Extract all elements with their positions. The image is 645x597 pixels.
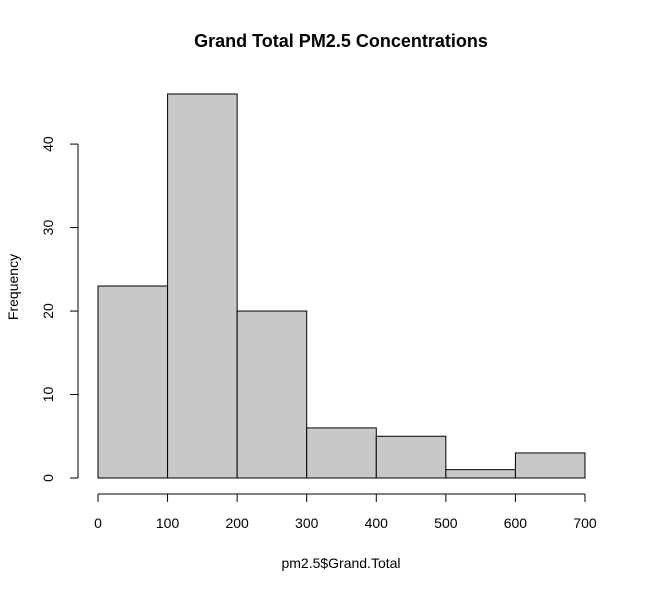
y-tick-label: 10 [40,387,56,403]
y-tick-label: 40 [40,136,56,152]
x-tick-label: 400 [365,515,389,531]
histogram-bar [167,93,238,479]
histogram-bar [445,469,516,479]
x-tick-label: 700 [573,515,597,531]
x-axis-label: pm2.5$Grand.Total [281,555,400,571]
x-tick-label: 500 [434,515,458,531]
y-tick-label: 30 [40,220,56,236]
x-axis: 0 100 200 300 400 500 600 700 [94,493,597,531]
histogram-bar [306,427,377,479]
histogram-bar [375,435,447,479]
histogram-bar [514,452,586,479]
chart-title: Grand Total PM2.5 Concentrations [194,31,488,51]
x-tick-label: 0 [94,515,102,531]
y-axis: 0 10 20 30 40 [40,136,79,482]
x-tick-label: 300 [295,515,319,531]
bars-group [97,93,586,479]
x-tick-label: 200 [225,515,249,531]
histogram-bar [97,285,169,479]
y-tick-label: 20 [40,303,56,319]
y-axis-label: Frequency [5,254,21,320]
y-tick-label: 0 [40,474,56,482]
x-tick-label: 600 [504,515,528,531]
histogram-bar [236,310,308,479]
x-tick-label: 100 [156,515,180,531]
